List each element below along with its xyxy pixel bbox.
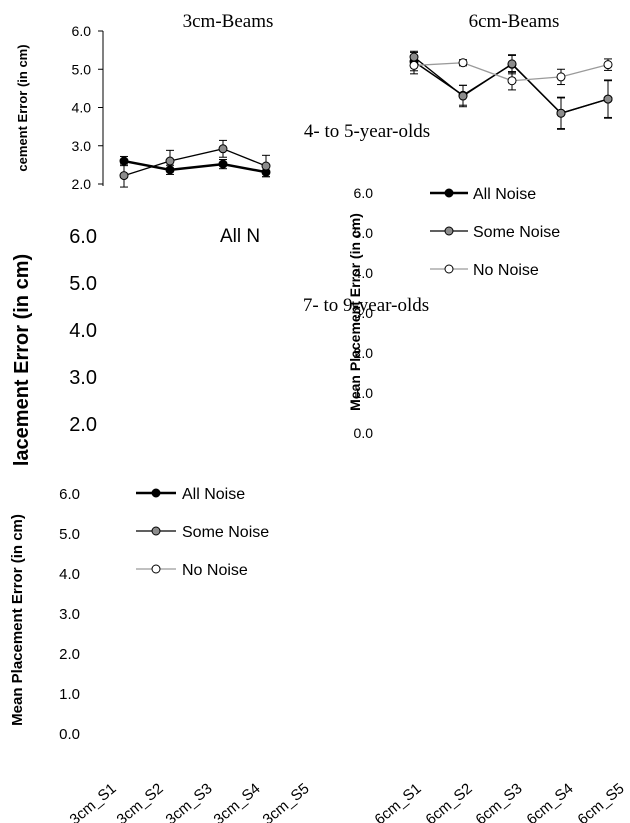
legend-marker-bottom [151,564,161,574]
y-axis-label-bottom: Mean Placement Error (in cm) [9,514,26,726]
series-line-3cm-0 [123,159,267,174]
chart-title-7to9: 7- to 9-year-olds [303,295,429,316]
x-tick-label-right: 6cm_S1 [371,780,424,823]
data-point-6cm [603,60,613,70]
y-tick-label-7to9: 3.0 [69,367,97,389]
data-point-6cm [458,91,468,101]
chart-title-3cm: 3cm-Beams [183,11,274,32]
y-tick-label-3cm: 3.0 [72,138,92,154]
data-point-3cm [119,156,129,166]
y-tick-label-bottom: 0.0 [59,726,80,743]
y-tick-label-3cm: 6.0 [72,23,92,39]
data-point-3cm [218,144,228,154]
y-tick-label-7to9: 4.0 [69,320,97,342]
x-tick-label-left: 3cm_S5 [259,780,312,823]
legend-label-bottom: All Noise [182,486,245,503]
data-point-6cm [458,58,468,68]
y-tick-label-bottom: 4.0 [59,566,80,583]
series-line-6cm-0 [413,60,609,115]
legend-label-4to5: No Noise [473,262,539,279]
data-point-6cm [507,59,517,69]
data-point-6cm [603,94,613,104]
y-tick-label-4to5: 4.0 [354,265,374,281]
legend-marker-bottom [151,526,161,536]
x-tick-label-left: 3cm_S4 [210,780,263,823]
x-tick-label-left: 3cm_S2 [113,780,166,823]
y-tick-label-4to5: 2.0 [354,345,374,361]
data-point-6cm [409,60,419,70]
y-tick-label-3cm: 2.0 [72,176,92,192]
data-point-3cm [165,165,175,175]
data-point-6cm [507,76,517,86]
y-tick-label-4to5: 1.0 [354,385,374,401]
legend-label-bottom: No Noise [182,562,248,579]
y-tick-label-4to5: 3.0 [354,305,374,321]
x-tick-label-right: 6cm_S5 [574,780,627,823]
y-tick-label-4to5: 6.0 [354,185,374,201]
legend-marker-bottom [151,488,161,498]
data-point-3cm [261,161,271,171]
y-tick-label-7to9: 5.0 [69,273,97,295]
y-tick-label-bottom: 3.0 [59,606,80,623]
y-tick-label-bottom: 6.0 [59,486,80,503]
x-tick-label-right: 6cm_S4 [523,780,576,823]
legend-label-4to5: All Noise [473,186,536,203]
legend-marker-4to5 [444,226,454,236]
data-point-3cm [218,159,228,169]
x-tick-label-right: 6cm_S2 [422,780,475,823]
x-tick-label-right: 6cm_S3 [472,780,525,823]
legend-marker-4to5 [444,264,454,274]
chart-title-6cm: 6cm-Beams [469,11,560,32]
y-axis-label-top: cement Error (in cm) [15,44,30,171]
y-tick-label-4to5: 5.0 [354,225,374,241]
legend-marker-4to5 [444,188,454,198]
data-point-3cm [119,171,129,181]
y-axis-label-4to5: Mean Placement Error (in cm) [347,213,363,411]
y-tick-label-3cm: 4.0 [72,100,92,116]
data-point-6cm [409,52,419,62]
legend-label-bottom: Some Noise [182,524,269,541]
y-tick-label-bottom: 5.0 [59,526,80,543]
data-point-6cm [556,108,566,118]
legend-label-all-n: All N [220,226,260,247]
legend-label-4to5: Some Noise [473,224,560,241]
x-tick-label-left: 3cm_S1 [66,780,119,823]
y-tick-label-bottom: 2.0 [59,646,80,663]
y-axis-label-7to9: lacement Error (in cm) [11,254,33,466]
chart-title-4to5: 4- to 5-year-olds [304,121,430,142]
series-line-3cm-1 [123,148,267,177]
y-tick-label-3cm: 5.0 [72,61,92,77]
x-tick-label-left: 3cm_S3 [162,780,215,823]
y-tick-label-7to9: 6.0 [69,226,97,248]
data-point-6cm [556,72,566,82]
y-tick-label-7to9: 2.0 [69,414,97,436]
y-tick-label-bottom: 1.0 [59,686,80,703]
y-tick-label-4to5: 0.0 [354,425,374,441]
data-point-3cm [165,156,175,166]
